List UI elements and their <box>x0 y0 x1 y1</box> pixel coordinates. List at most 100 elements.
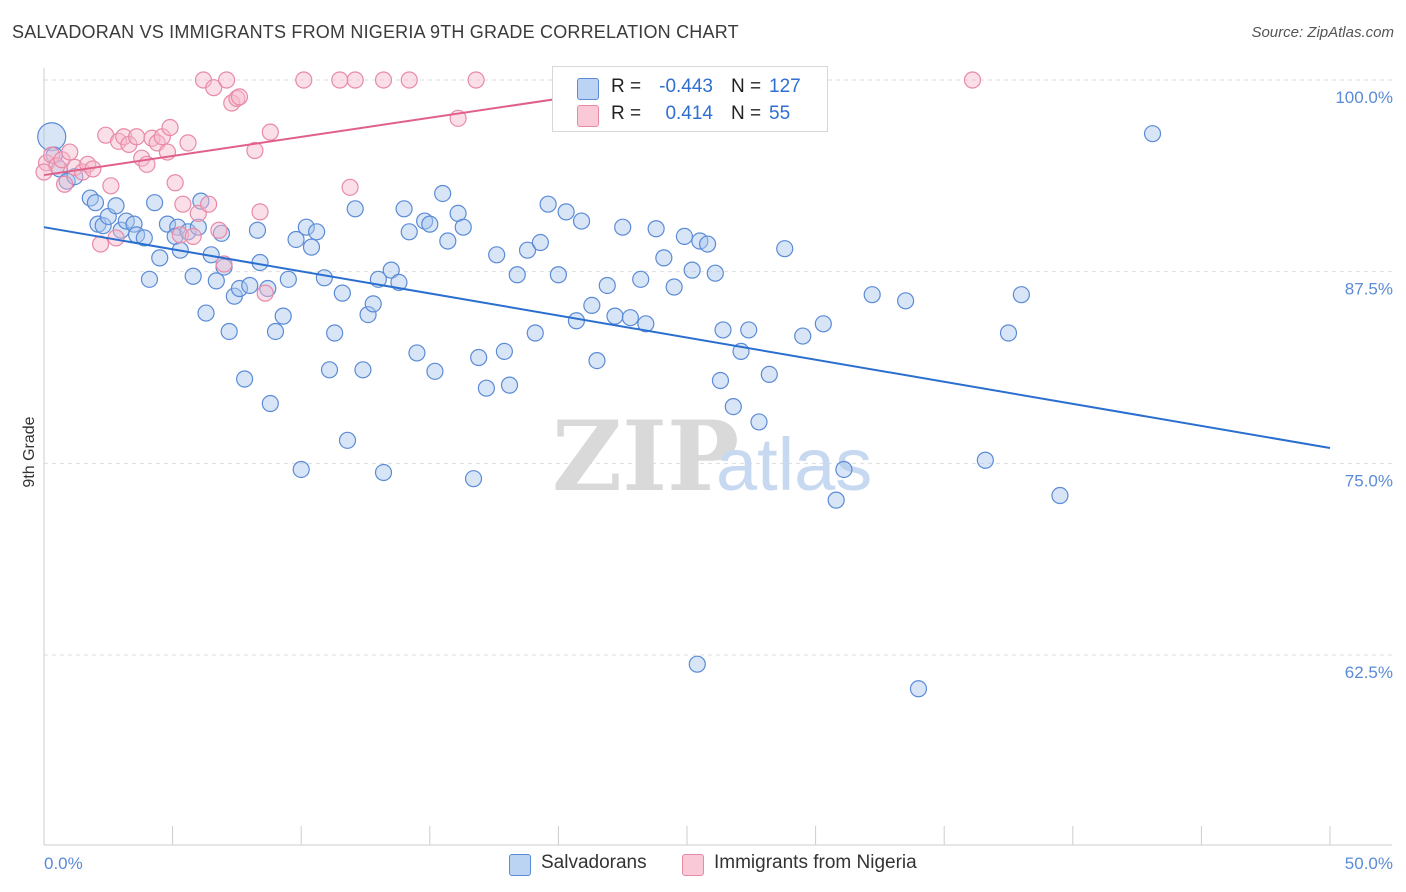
nigeria-point <box>346 71 364 89</box>
salvadoran-point <box>81 189 99 207</box>
salvadoran-point <box>359 306 377 324</box>
salvadoran-point <box>724 398 742 416</box>
legend-r-value: 0.414 <box>665 103 713 124</box>
salvadoran-point <box>287 230 305 249</box>
salvadoran-point <box>400 223 418 241</box>
y-tick-label: 87.5% <box>1345 280 1393 299</box>
nigeria-point <box>467 71 485 89</box>
salvadoran-point <box>382 261 400 279</box>
salvadoran-point <box>614 218 632 236</box>
salvadoran-point <box>297 218 315 236</box>
salvadoran-point <box>390 273 408 291</box>
salvadoran-point <box>518 241 537 259</box>
salvadoran-point <box>416 212 434 230</box>
salvadoran-point <box>434 184 452 203</box>
salvadoran-point <box>598 276 616 295</box>
nigeria-point <box>102 177 120 195</box>
salvadoran-point <box>220 322 238 341</box>
salvadoran-point <box>637 315 655 333</box>
nigeria-point <box>127 128 146 146</box>
salvadoran-point <box>750 413 768 431</box>
y-tick-label: 62.5% <box>1345 663 1393 682</box>
salvadoran-point <box>1143 125 1162 143</box>
salvadoran-point <box>145 194 164 212</box>
bottom-legend-swatch-pink <box>682 854 704 876</box>
salvadoran-point <box>395 200 413 218</box>
salvadoran-point <box>688 655 706 673</box>
salvadoran-point <box>698 235 717 253</box>
salvadoran-point <box>588 352 606 370</box>
salvadoran-point <box>292 460 310 479</box>
salvadoran-point <box>470 348 488 367</box>
salvadoran-point <box>675 227 694 245</box>
nigeria-point <box>43 146 61 164</box>
salvadoran-point <box>794 327 812 345</box>
salvadoran-point <box>655 249 673 267</box>
salvadoran-point <box>863 286 881 304</box>
salvadoran-point <box>760 365 778 383</box>
nigeria-point <box>331 71 349 89</box>
salvadoran-point <box>230 279 249 298</box>
salvadoran-point <box>207 272 225 290</box>
bottom-legend-label: Immigrants from Nigeria <box>714 852 917 873</box>
nigeria-point <box>400 71 418 89</box>
salvadoran-point <box>212 224 231 242</box>
salvadoran-point <box>333 284 351 302</box>
nigeria-point <box>109 132 128 150</box>
legend-n-label: N = <box>731 103 762 124</box>
series-salvadorans <box>37 71 1162 698</box>
legend-row-nigeria: R = 0.414 N = 55 <box>553 102 827 128</box>
x-tick-label-min: 0.0% <box>44 854 83 873</box>
chart-title: SALVADORAN VS IMMIGRANTS FROM NIGERIA 9T… <box>12 22 739 42</box>
salvadoran-point <box>500 376 519 394</box>
salvadoran-point <box>354 361 372 379</box>
nigeria-point <box>963 71 982 89</box>
legend-row-salvadorans: R = -0.443 N = 127 <box>553 75 827 101</box>
salvadoran-point <box>426 362 444 380</box>
salvadoran-point <box>567 312 586 330</box>
salvadoran-point <box>274 307 292 325</box>
salvadoran-point <box>364 295 382 313</box>
legend-n-value: 55 <box>769 103 791 124</box>
axes <box>43 68 1392 846</box>
salvadoran-point <box>488 246 506 264</box>
nigeria-point <box>200 195 218 213</box>
legend-swatch-blue <box>577 78 599 100</box>
salvadoran-point <box>374 463 393 482</box>
salvadoran-point <box>346 200 364 218</box>
salvadoran-point <box>248 221 267 239</box>
salvadoran-point <box>197 304 215 322</box>
salvadoran-point <box>549 266 568 284</box>
nigeria-point <box>184 227 202 245</box>
salvadoran-point <box>572 212 591 230</box>
salvadoran-point <box>37 122 67 152</box>
nigeria-point <box>215 255 233 273</box>
salvadoran-point <box>583 296 601 314</box>
salvadoran-point <box>776 240 794 258</box>
salvadoran-point <box>261 394 279 413</box>
nigeria-point <box>171 226 189 244</box>
salvadoran-point <box>184 267 202 285</box>
nigeria-point <box>230 88 249 106</box>
salvadoran-point <box>531 233 549 252</box>
nigeria-point <box>374 71 393 89</box>
salvadoran-point <box>706 264 724 282</box>
salvadoran-point <box>740 321 758 339</box>
nigeria-point <box>261 123 279 141</box>
salvadoran-point <box>236 370 254 388</box>
salvadoran-point <box>1051 486 1069 505</box>
correlation-legend: R = -0.443 N = 127 R = 0.414 N = 55 <box>552 66 828 132</box>
legend-n-label: N = <box>731 76 762 97</box>
legend-r-value: -0.443 <box>659 76 713 97</box>
nigeria-point <box>210 221 228 239</box>
salvadoran-point <box>302 238 321 256</box>
salvadoran-point <box>315 269 333 287</box>
salvadoran-point <box>508 266 526 284</box>
grid-lines <box>44 79 1392 656</box>
salvadoran-point <box>714 321 732 339</box>
nigeria-point <box>205 79 223 97</box>
salvadoran-point <box>320 361 339 379</box>
salvadoran-point <box>477 379 495 397</box>
salvadoran-point <box>259 279 277 298</box>
